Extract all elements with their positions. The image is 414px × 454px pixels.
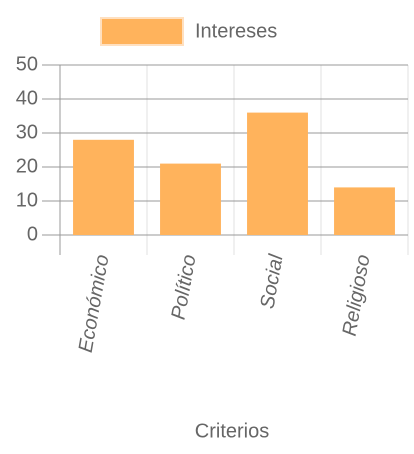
legend-swatch (100, 17, 184, 46)
x-axis-label: Criterios (195, 420, 269, 442)
bar (73, 139, 134, 235)
bar (334, 187, 395, 235)
legend-label: Intereses (195, 20, 277, 42)
y-tick-label: 40 (16, 87, 38, 109)
x-tick-label: Económico (75, 253, 114, 354)
y-tick-label: 0 (27, 223, 38, 245)
y-tick-label: 50 (16, 53, 38, 75)
y-tick-label: 20 (16, 155, 38, 177)
bar (160, 163, 221, 235)
y-tick-label: 30 (16, 121, 38, 143)
bar (247, 112, 308, 235)
y-tick-label: 10 (16, 189, 38, 211)
x-tick-label: Social (256, 252, 287, 310)
x-tick-label: Político (168, 253, 201, 321)
x-tick-label: Religioso (339, 253, 375, 338)
